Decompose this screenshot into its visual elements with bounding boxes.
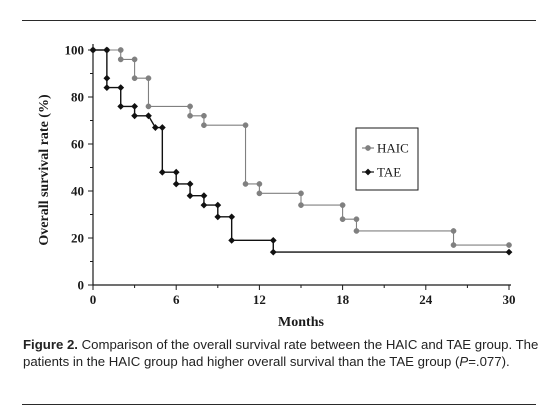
x-tick-label: 18 [336,292,350,307]
data-point [505,248,513,256]
y-tick-label: 0 [78,278,85,293]
data-point [353,228,360,234]
bottom-rule [22,404,536,405]
figure-caption: Figure 2. Comparison of the overall surv… [23,336,539,370]
data-point [506,242,512,248]
data-point [117,56,124,63]
chart-legend: HAIC TAE [355,127,419,191]
data-point [298,190,304,197]
data-point [200,192,208,200]
legend-marker [365,145,371,151]
y-axis-label: Overall survival rate (%) [37,94,52,246]
data-point [200,201,208,209]
legend-box [355,127,419,191]
data-point [158,168,166,176]
series-line [93,49,509,246]
data-point [339,216,346,223]
x-tick-label: 30 [503,292,516,307]
data-point [256,181,263,187]
data-point [145,112,152,120]
data-point [242,122,249,129]
y-tick-label: 100 [65,43,85,58]
data-point [172,168,180,176]
data-point [172,180,180,188]
data-point [131,112,138,120]
chart-series [89,46,513,256]
data-point [186,192,194,200]
data-point [228,236,236,244]
caption-label: Figure 2. [23,337,78,352]
data-point [269,236,277,244]
data-point [242,181,249,187]
data-point [269,248,277,256]
data-point [103,84,111,91]
data-point [131,56,138,63]
caption-text: Comparison of the overall survival rate … [23,337,539,369]
data-point [152,124,159,131]
data-point [450,242,457,248]
caption-text-end: =.077). [468,354,510,369]
data-point [450,228,457,234]
data-point [186,180,194,188]
x-tick-label: 24 [419,292,433,307]
top-rule [22,20,536,21]
x-tick-label: 6 [173,292,180,307]
data-point [145,75,152,82]
y-tick-label: 40 [71,184,84,199]
data-point [131,75,138,82]
data-point [145,103,152,110]
series-haic [90,47,512,248]
data-point [214,213,222,221]
x-tick-label: 0 [90,292,97,307]
legend-label: TAE [377,165,401,180]
y-tick-label: 80 [71,90,84,105]
legend-label: HAIC [377,141,409,156]
y-tick-label: 20 [71,231,84,246]
data-point [339,202,346,208]
series-line [93,49,509,253]
data-point [256,190,263,197]
data-point [201,112,207,119]
data-point [353,216,360,223]
data-point [298,202,304,208]
survival-chart: 0 20 40 60 80 100 0 6 12 18 24 30 HAIC TAE Months Ov… [37,43,516,331]
data-point [117,103,125,110]
data-point [214,201,222,209]
data-point [228,213,236,221]
x-axis-label: Months [278,315,324,330]
data-point [117,84,125,91]
caption-p-symbol: P [459,354,469,369]
x-tick-label: 12 [253,292,266,307]
data-point [103,74,111,82]
series-tae [89,46,513,256]
y-tick-label: 60 [71,137,84,152]
data-point [131,103,138,110]
data-point [103,46,111,54]
data-point [158,124,166,131]
chart-axes: 0 20 40 60 80 100 0 6 12 18 24 30 [65,43,516,308]
data-point [187,103,193,110]
data-point [201,122,207,129]
data-point [117,47,124,53]
legend-marker [364,168,372,176]
data-point [187,112,193,119]
data-point [89,46,97,54]
